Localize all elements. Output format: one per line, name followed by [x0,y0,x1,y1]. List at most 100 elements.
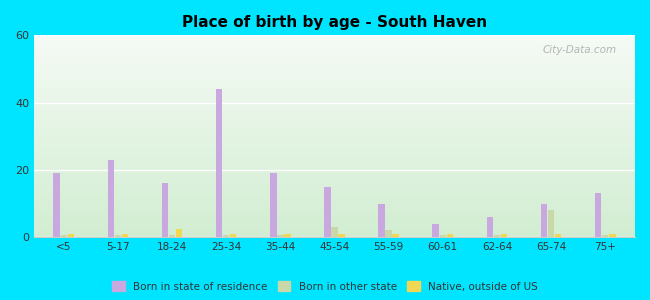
Bar [34,96,635,97]
Bar [34,234,635,235]
Bar [34,163,635,164]
Bar [34,146,635,147]
Bar [34,177,635,178]
Bar [34,111,635,112]
Bar [34,147,635,148]
Bar [34,180,635,181]
Bar [169,236,176,237]
Bar [34,174,635,175]
Bar [34,206,635,207]
Bar [34,88,635,89]
Bar [324,187,331,237]
Bar [68,234,74,237]
Bar [34,159,635,160]
Bar [34,169,635,170]
Bar [34,182,635,183]
Bar [548,210,554,237]
Bar [34,219,635,220]
Bar [447,234,453,237]
Bar [338,234,344,237]
Bar [34,58,635,60]
Bar [34,112,635,113]
Bar [108,160,114,237]
Bar [53,173,60,237]
Bar [34,233,635,234]
Bar [34,103,635,104]
Bar [34,213,635,214]
Bar [34,129,635,130]
Bar [34,35,635,36]
Bar [34,122,635,123]
Bar [34,56,635,58]
Bar [34,208,635,209]
Bar [34,232,635,233]
Bar [34,205,635,206]
Bar [609,234,616,237]
Bar [176,229,183,237]
Bar [494,236,500,237]
Bar [34,46,635,47]
Bar [34,195,635,196]
Bar [34,86,635,87]
Bar [34,98,635,99]
Bar [34,172,635,174]
Bar [34,154,635,155]
Bar [34,109,635,110]
Bar [34,42,635,44]
Bar [34,74,635,75]
Bar [34,115,635,116]
Bar [34,188,635,189]
Bar [34,133,635,134]
Bar [34,64,635,66]
Bar [34,75,635,76]
Bar [34,91,635,92]
Bar [34,113,635,114]
Bar [34,100,635,101]
Bar [34,176,635,177]
Bar [34,106,635,107]
Bar [602,236,608,237]
Bar [277,236,283,237]
Bar [34,114,635,115]
Bar [34,89,635,90]
Bar [34,104,635,105]
Bar [34,211,635,212]
Bar [34,220,635,221]
Bar [595,194,601,237]
Bar [34,193,635,194]
Bar [34,44,635,45]
Bar [34,61,635,63]
Bar [34,158,635,159]
Bar [34,135,635,136]
Bar [555,234,562,237]
Bar [34,170,635,172]
Text: City-Data.com: City-Data.com [543,45,617,56]
Bar [34,73,635,74]
Bar [34,92,635,93]
Bar [34,225,635,226]
Bar [34,216,635,217]
Bar [34,155,635,156]
Bar [34,101,635,102]
Bar [34,125,635,126]
Bar [34,223,635,224]
Bar [34,132,635,133]
Bar [34,77,635,78]
Bar [34,41,635,42]
Bar [34,118,635,119]
Bar [34,178,635,180]
Bar [34,130,635,131]
Bar [34,175,635,176]
Bar [34,181,635,182]
Bar [34,144,635,145]
Bar [34,164,635,166]
Bar [34,161,635,163]
Bar [34,191,635,192]
Bar [34,186,635,187]
Bar [34,39,635,41]
Legend: Born in state of residence, Born in other state, Native, outside of US: Born in state of residence, Born in othe… [109,278,541,295]
Bar [34,141,635,142]
Bar [34,80,635,81]
Bar [34,184,635,185]
Bar [34,78,635,79]
